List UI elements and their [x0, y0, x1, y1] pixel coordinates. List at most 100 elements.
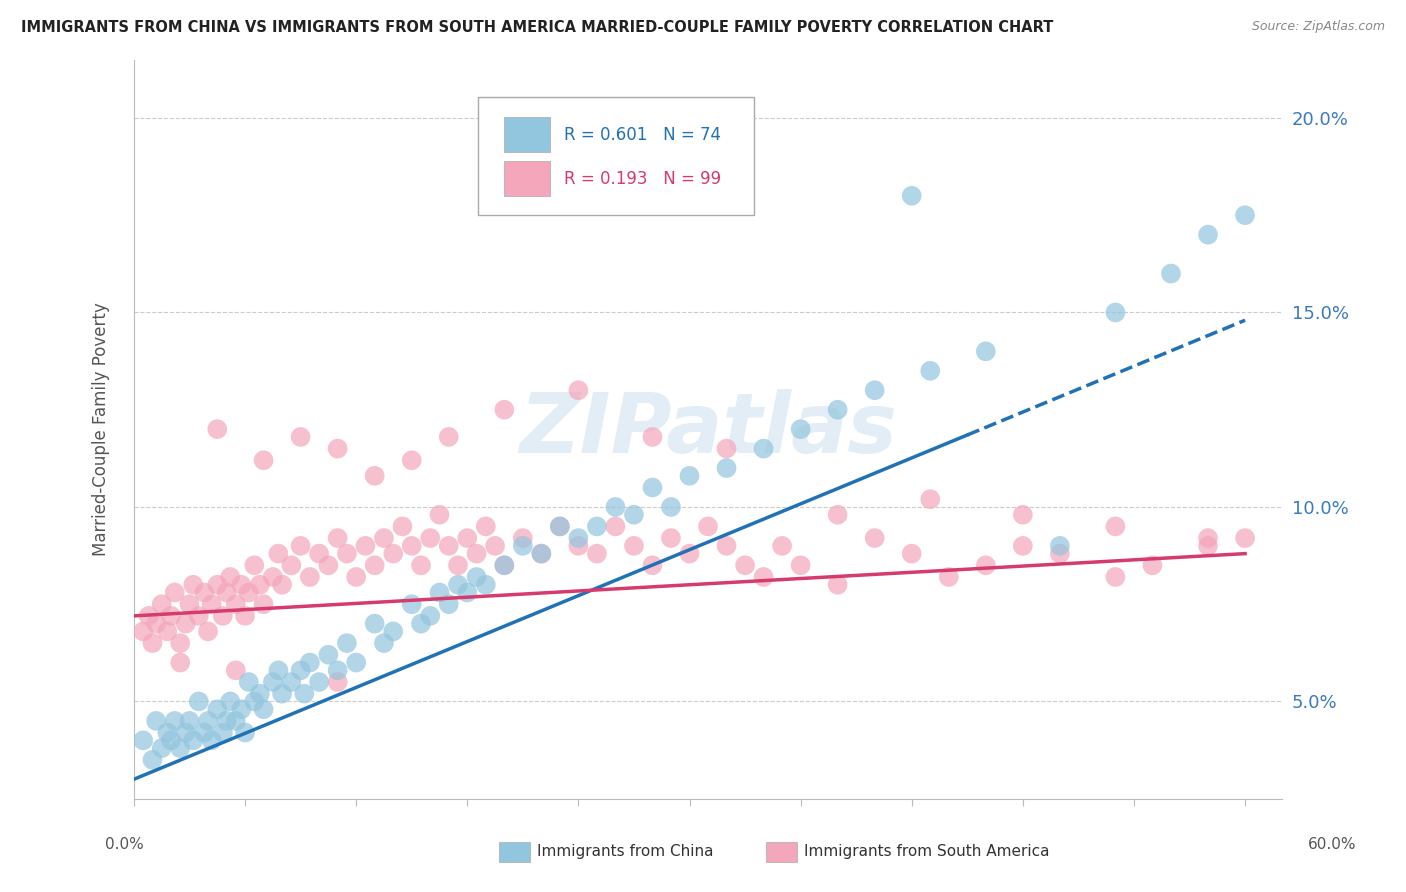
Point: [586, 519, 609, 533]
Point: [456, 531, 478, 545]
Point: [344, 570, 367, 584]
Point: [201, 597, 224, 611]
Point: [401, 597, 423, 611]
Point: [271, 578, 294, 592]
Point: [494, 558, 516, 573]
Point: [243, 694, 266, 708]
Point: [197, 714, 219, 728]
Point: [169, 656, 191, 670]
Point: [298, 656, 321, 670]
Point: [770, 539, 793, 553]
Point: [174, 725, 197, 739]
Point: [363, 616, 385, 631]
Point: [181, 578, 204, 592]
Point: [233, 725, 256, 739]
Point: [1104, 305, 1126, 319]
Point: [160, 733, 183, 747]
Point: [290, 430, 312, 444]
Point: [326, 663, 349, 677]
Point: [447, 578, 470, 592]
Point: [201, 733, 224, 747]
Point: [641, 481, 664, 495]
Point: [586, 547, 609, 561]
Point: [678, 547, 700, 561]
Point: [326, 531, 349, 545]
Point: [156, 725, 179, 739]
Text: Immigrants from China: Immigrants from China: [537, 845, 714, 859]
Point: [734, 558, 756, 573]
Point: [1104, 519, 1126, 533]
Point: [193, 725, 215, 739]
Point: [187, 608, 209, 623]
Point: [138, 608, 160, 623]
Point: [1049, 547, 1071, 561]
Point: [641, 558, 664, 573]
Point: [141, 753, 163, 767]
Point: [231, 578, 253, 592]
Point: [494, 558, 516, 573]
Point: [290, 663, 312, 677]
Point: [267, 663, 290, 677]
Point: [336, 636, 359, 650]
Point: [1049, 539, 1071, 553]
Point: [290, 539, 312, 553]
Point: [132, 733, 155, 747]
Point: [211, 608, 233, 623]
Point: [567, 539, 589, 553]
Point: [827, 578, 849, 592]
Point: [974, 558, 997, 573]
Point: [211, 725, 233, 739]
Point: [163, 585, 186, 599]
Point: [900, 547, 922, 561]
Point: [225, 597, 247, 611]
Text: R = 0.601   N = 74: R = 0.601 N = 74: [564, 126, 721, 144]
Text: Immigrants from South America: Immigrants from South America: [804, 845, 1050, 859]
Point: [1011, 508, 1033, 522]
Point: [863, 531, 886, 545]
Point: [243, 558, 266, 573]
Point: [429, 508, 451, 522]
Point: [169, 741, 191, 756]
Point: [548, 519, 571, 533]
Point: [145, 616, 167, 631]
Point: [132, 624, 155, 639]
Point: [465, 570, 488, 584]
Point: [1197, 227, 1219, 242]
Point: [219, 570, 242, 584]
Point: [1104, 570, 1126, 584]
Point: [207, 422, 229, 436]
Point: [225, 714, 247, 728]
Point: [789, 558, 811, 573]
Point: [326, 442, 349, 456]
Point: [150, 741, 173, 756]
Point: [1234, 531, 1257, 545]
Point: [280, 558, 302, 573]
Point: [179, 597, 201, 611]
Point: [494, 402, 516, 417]
Point: [382, 547, 405, 561]
Point: [271, 687, 294, 701]
Point: [752, 442, 775, 456]
Point: [145, 714, 167, 728]
Point: [354, 539, 377, 553]
Point: [215, 714, 238, 728]
Point: [262, 675, 284, 690]
FancyBboxPatch shape: [503, 161, 550, 196]
Point: [437, 597, 460, 611]
Point: [252, 702, 274, 716]
Point: [920, 492, 942, 507]
Point: [181, 733, 204, 747]
Point: [716, 539, 738, 553]
Point: [512, 531, 534, 545]
Point: [169, 636, 191, 650]
Point: [1142, 558, 1164, 573]
Text: IMMIGRANTS FROM CHINA VS IMMIGRANTS FROM SOUTH AMERICA MARRIED-COUPLE FAMILY POV: IMMIGRANTS FROM CHINA VS IMMIGRANTS FROM…: [21, 20, 1053, 35]
Point: [373, 636, 395, 650]
Point: [363, 468, 385, 483]
Point: [419, 608, 441, 623]
Point: [382, 624, 405, 639]
Point: [252, 597, 274, 611]
Point: [475, 578, 498, 592]
Point: [512, 539, 534, 553]
Point: [623, 508, 645, 522]
